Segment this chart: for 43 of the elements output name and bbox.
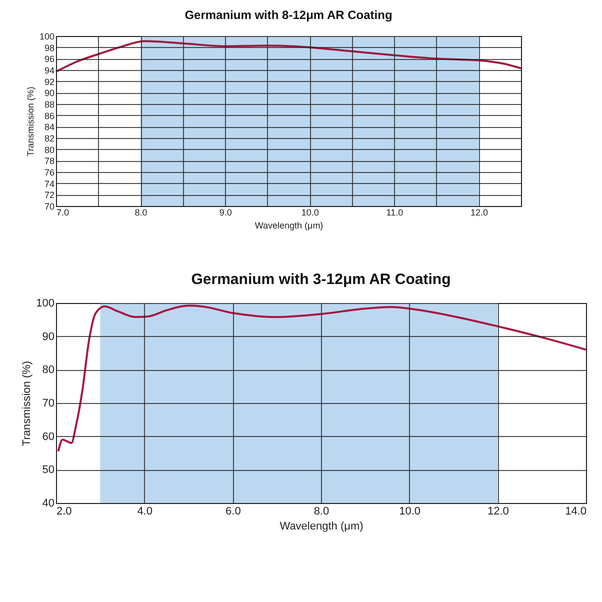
y-tick-label: 50 — [42, 464, 54, 476]
y-tick-label: 86 — [44, 110, 54, 121]
y-tick-label: 82 — [44, 134, 54, 144]
y-axis-title: Transmission (%) — [25, 86, 36, 156]
y-tick-label: 40 — [42, 498, 54, 510]
x-axis-title: Wavelength (μm) — [254, 220, 324, 230]
y-tick-label: 60 — [42, 430, 54, 443]
x-tick-label: 11.0 — [386, 208, 404, 218]
x-tick-label: 7.0 — [56, 208, 70, 218]
x-tick-label: 14.0 — [565, 506, 586, 518]
x-tick-label: 12.0 — [470, 208, 488, 218]
y-tick-label: 80 — [44, 144, 54, 155]
y-tick-label: 90 — [44, 88, 54, 98]
y-tick-label: 80 — [42, 364, 54, 376]
y-tick-label: 88 — [44, 100, 54, 110]
x-tick-label: 2.0 — [56, 506, 72, 518]
x-tick-label: 9.0 — [219, 208, 232, 218]
y-tick-label: 74 — [44, 178, 54, 189]
y-tick-label: 84 — [44, 122, 54, 132]
y-tick-label: 70 — [42, 398, 54, 410]
y-tick-label: 70 — [44, 202, 54, 212]
y-axis-title: Transmission (%) — [21, 360, 34, 446]
x-tick-label: 8.0 — [314, 506, 330, 518]
y-tick-label: 90 — [42, 330, 54, 343]
y-tick-label: 100 — [36, 298, 54, 310]
y-tick-label: 72 — [44, 190, 54, 200]
chart-title: Germanium with 3-12μm AR Coating — [191, 271, 451, 288]
y-tick-label: 94 — [44, 66, 54, 76]
line-series — [55, 40, 522, 73]
x-axis-title: Wavelength (μm) — [280, 520, 364, 532]
x-tick-label: 10.0 — [301, 208, 319, 218]
y-tick-label: 96 — [44, 54, 54, 64]
x-tick-label: 10.0 — [399, 506, 421, 518]
x-tick-label: 12.0 — [487, 506, 509, 518]
y-tick-label: 92 — [44, 76, 54, 87]
y-tick-label: 98 — [44, 42, 54, 53]
y-tick-label: 78 — [44, 156, 54, 166]
chart-title: Germanium with 8-12μm AR Coating — [184, 8, 392, 22]
x-tick-label: 6.0 — [226, 506, 241, 518]
y-tick-label: 76 — [44, 168, 54, 178]
x-tick-label: 8.0 — [134, 208, 148, 218]
y-tick-label: 100 — [39, 32, 54, 42]
x-tick-label: 4.0 — [137, 506, 152, 518]
